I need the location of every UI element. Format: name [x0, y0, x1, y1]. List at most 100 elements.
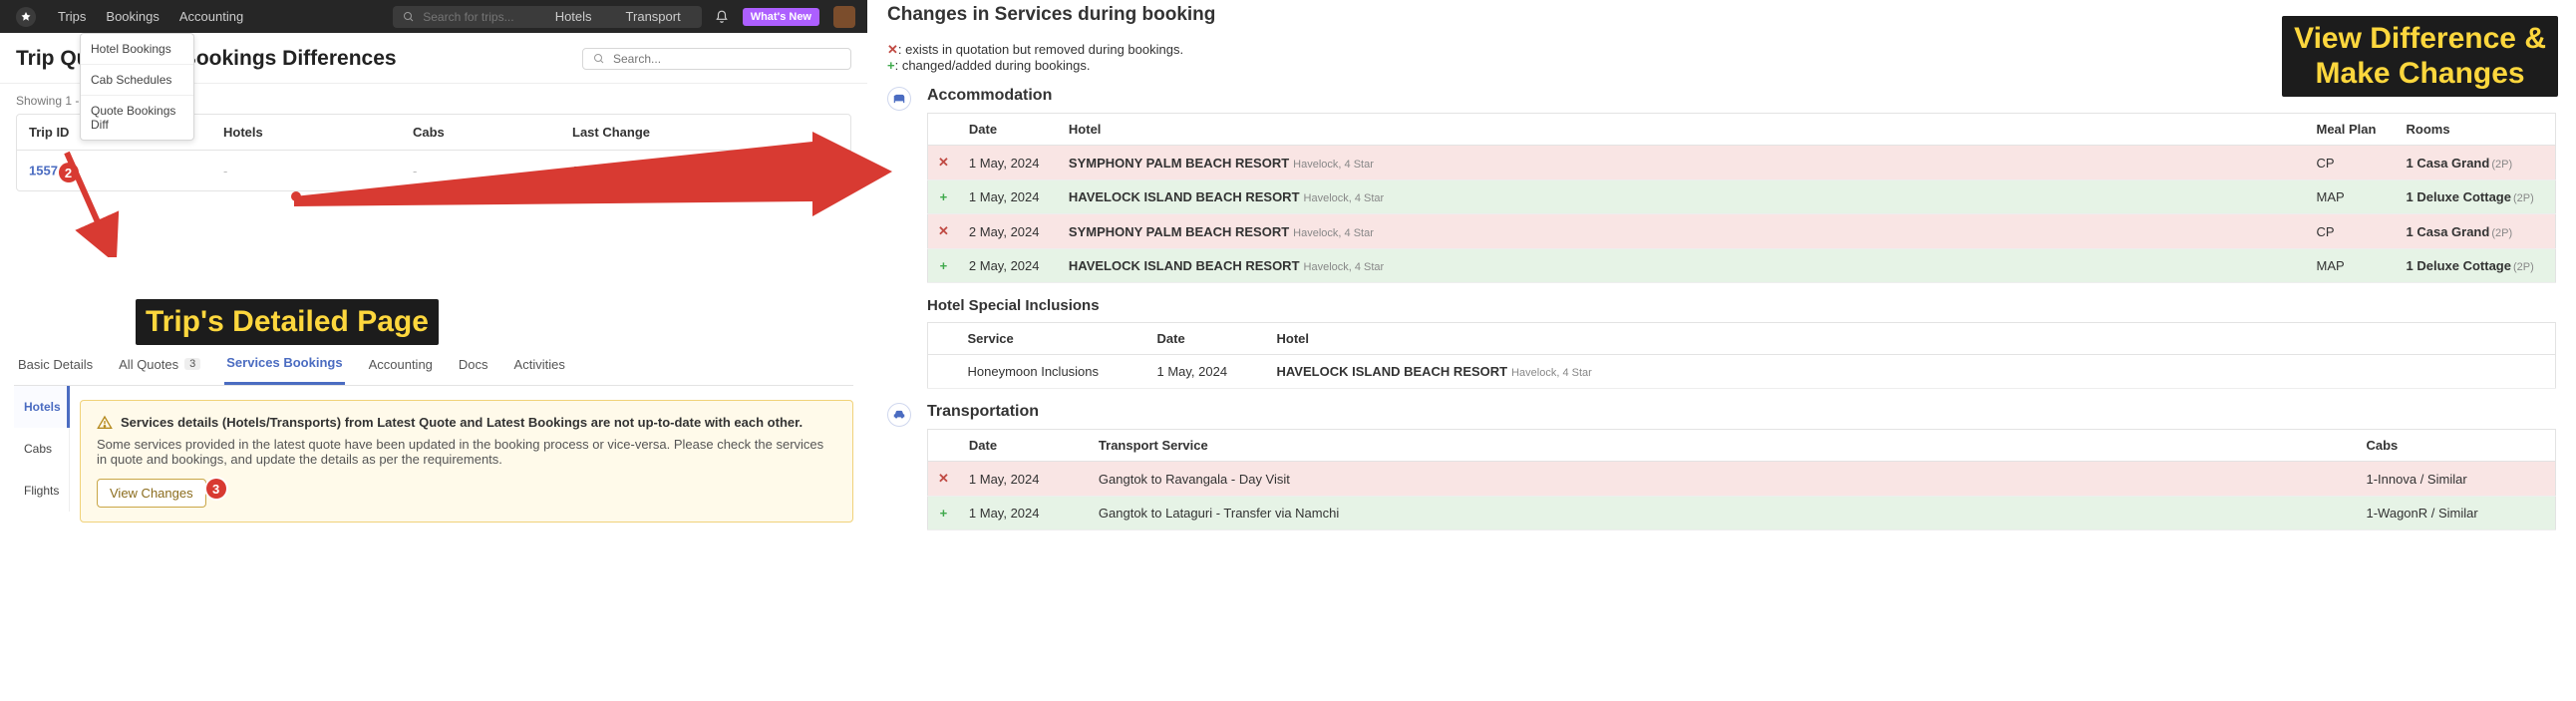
- subnav-cabs[interactable]: Cabs: [14, 428, 70, 470]
- th-meal: Meal Plan: [2307, 114, 2397, 146]
- marker-2: 2: [59, 163, 79, 182]
- cell-rooms: 1 Casa Grand(2P): [2397, 214, 2556, 249]
- cell-meal: CP: [2307, 146, 2397, 180]
- plus-icon: +: [928, 249, 959, 283]
- app-logo[interactable]: [16, 7, 36, 27]
- nav-accounting[interactable]: Accounting: [179, 9, 243, 24]
- x-icon: ✕: [887, 42, 898, 57]
- cell-service: Honeymoon Inclusions: [958, 355, 1147, 389]
- cell-date: 1 May, 2024: [959, 497, 1089, 530]
- th-hotels: Hotels: [211, 115, 401, 151]
- bell-icon[interactable]: [715, 10, 729, 24]
- tab-accounting[interactable]: Accounting: [367, 343, 435, 385]
- table-row: +1 May, 2024Gangtok to Lataguri - Transf…: [928, 497, 2556, 530]
- bookings-dropdown: Hotel Bookings Cab Schedules Quote Booki…: [80, 33, 194, 141]
- special-title: Hotel Special Inclusions: [927, 297, 2556, 314]
- view-diff-badge-l2: Make Changes: [2294, 57, 2546, 92]
- marker-3: 3: [206, 479, 226, 499]
- cell-hotel: SYMPHONY PALM BEACH RESORTHavelock, 4 St…: [1059, 214, 2307, 249]
- search-icon: [593, 53, 605, 65]
- detail-section: Trip's Detailed Page Basic Details All Q…: [0, 299, 867, 536]
- cell-cabs: 1-WagonR / Similar: [2357, 497, 2556, 530]
- cell-rooms: 1 Casa Grand(2P): [2397, 146, 2556, 180]
- cell-meal: MAP: [2307, 180, 2397, 214]
- trip-id-link[interactable]: 1557: [29, 164, 58, 178]
- th-service: Service: [958, 323, 1147, 355]
- diff-notice: Services details (Hotels/Transports) fro…: [80, 400, 853, 523]
- nav-trips[interactable]: Trips: [58, 9, 86, 24]
- whats-new-badge[interactable]: What's New: [743, 8, 819, 26]
- th-rooms: Rooms: [2397, 114, 2556, 146]
- th-date: Date: [959, 114, 1059, 146]
- cell-meal: MAP: [2307, 249, 2397, 283]
- transport-section: Transportation Date Transport Service Ca…: [927, 403, 2556, 530]
- dropdown-quote-diff[interactable]: Quote Bookings Diff: [81, 95, 193, 140]
- cell-date: 2 May, 2024: [959, 249, 1059, 283]
- dropdown-hotel-bookings[interactable]: Hotel Bookings: [81, 34, 193, 64]
- view-changes-button[interactable]: View Changes: [97, 479, 206, 508]
- nav-hotels[interactable]: Hotels: [555, 9, 592, 24]
- cell-hotel: HAVELOCK ISLAND BEACH RESORTHavelock, 4 …: [1059, 249, 2307, 283]
- tab-basic[interactable]: Basic Details: [16, 343, 95, 385]
- table-row: +1 May, 2024HAVELOCK ISLAND BEACH RESORT…: [928, 180, 2556, 214]
- view-diff-badge: View Difference & Make Changes: [2282, 16, 2558, 97]
- plus-icon: +: [928, 180, 959, 214]
- cell-hotel: HAVELOCK ISLAND BEACH RESORTHavelock, 4 …: [1267, 355, 2556, 389]
- tab-services[interactable]: Services Bookings: [224, 343, 344, 385]
- warning-icon: [97, 415, 113, 431]
- accommodation-table: Date Hotel Meal Plan Rooms ✕1 May, 2024S…: [927, 113, 2556, 283]
- annotation-dot: [291, 191, 301, 201]
- x-icon: ✕: [928, 214, 959, 249]
- car-icon: [887, 403, 911, 427]
- table-row: +2 May, 2024HAVELOCK ISLAND BEACH RESORT…: [928, 249, 2556, 283]
- cell-cabs: 1-Innova / Similar: [2357, 462, 2556, 497]
- transport-table: Date Transport Service Cabs ✕1 May, 2024…: [927, 429, 2556, 530]
- table-row: Honeymoon Inclusions 1 May, 2024 HAVELOC…: [928, 355, 2556, 389]
- cell-rooms: 1 Deluxe Cottage(2P): [2397, 180, 2556, 214]
- cell-hotels: -: [211, 151, 401, 191]
- table-row: ✕2 May, 2024SYMPHONY PALM BEACH RESORTHa…: [928, 214, 2556, 249]
- th-hotel: Hotel: [1267, 323, 2556, 355]
- tab-docs[interactable]: Docs: [457, 343, 490, 385]
- cell-service: Gangtok to Lataguri - Transfer via Namch…: [1089, 497, 2357, 530]
- cell-date: 2 May, 2024: [959, 214, 1059, 249]
- tab-activities[interactable]: Activities: [512, 343, 567, 385]
- special-table: Service Date Hotel Honeymoon Inclusions …: [927, 322, 2556, 389]
- bed-icon: [887, 87, 911, 111]
- legend-del: : exists in quotation but removed during…: [898, 42, 1183, 57]
- cell-date: 1 May, 2024: [1147, 355, 1267, 389]
- nav-transport[interactable]: Transport: [626, 9, 681, 24]
- x-icon: ✕: [928, 146, 959, 180]
- page-search-input[interactable]: [613, 52, 840, 66]
- detail-badge: Trip's Detailed Page: [136, 299, 439, 345]
- left-panel: Trips Bookings Accounting Hotels Transpo…: [0, 0, 867, 701]
- cell-cabs: -: [401, 151, 560, 191]
- avatar[interactable]: [833, 6, 855, 28]
- notice-title-text: Services details (Hotels/Transports) fro…: [121, 415, 803, 431]
- th-service: Transport Service: [1089, 430, 2357, 462]
- cell-date: 1 May, 2024: [959, 462, 1089, 497]
- page-search[interactable]: [582, 48, 851, 70]
- sub-nav: Hotels Cabs Flights: [14, 386, 70, 523]
- cell-lastchange: 2 days ago: [560, 151, 850, 191]
- top-nav: Trips Bookings Accounting Hotels Transpo…: [0, 0, 867, 33]
- notice-body: Some services provided in the latest quo…: [97, 437, 836, 467]
- search-icon: [403, 11, 415, 23]
- cell-rooms: 1 Deluxe Cottage(2P): [2397, 249, 2556, 283]
- table-row: ✕1 May, 2024SYMPHONY PALM BEACH RESORTHa…: [928, 146, 2556, 180]
- cell-service: Gangtok to Ravangala - Day Visit: [1089, 462, 2357, 497]
- legend-add: : changed/added during bookings.: [895, 58, 1091, 73]
- nav-right: Hotels Transport What's New: [555, 6, 855, 28]
- plus-icon: +: [887, 58, 895, 73]
- table-row[interactable]: 1557 2 - - 2 days ago: [17, 151, 850, 191]
- cell-meal: CP: [2307, 214, 2397, 249]
- dropdown-cab-schedules[interactable]: Cab Schedules: [81, 64, 193, 95]
- th-cabs: Cabs: [401, 115, 560, 151]
- th-hotel: Hotel: [1059, 114, 2307, 146]
- tab-allquotes[interactable]: All Quotes 3: [117, 343, 202, 385]
- nav-bookings[interactable]: Bookings: [106, 9, 159, 24]
- subnav-flights[interactable]: Flights: [14, 470, 70, 512]
- table-row: ✕1 May, 2024Gangtok to Ravangala - Day V…: [928, 462, 2556, 497]
- subnav-hotels[interactable]: Hotels: [14, 386, 70, 428]
- accommodation-section: Accommodation Date Hotel Meal Plan Rooms…: [927, 87, 2556, 389]
